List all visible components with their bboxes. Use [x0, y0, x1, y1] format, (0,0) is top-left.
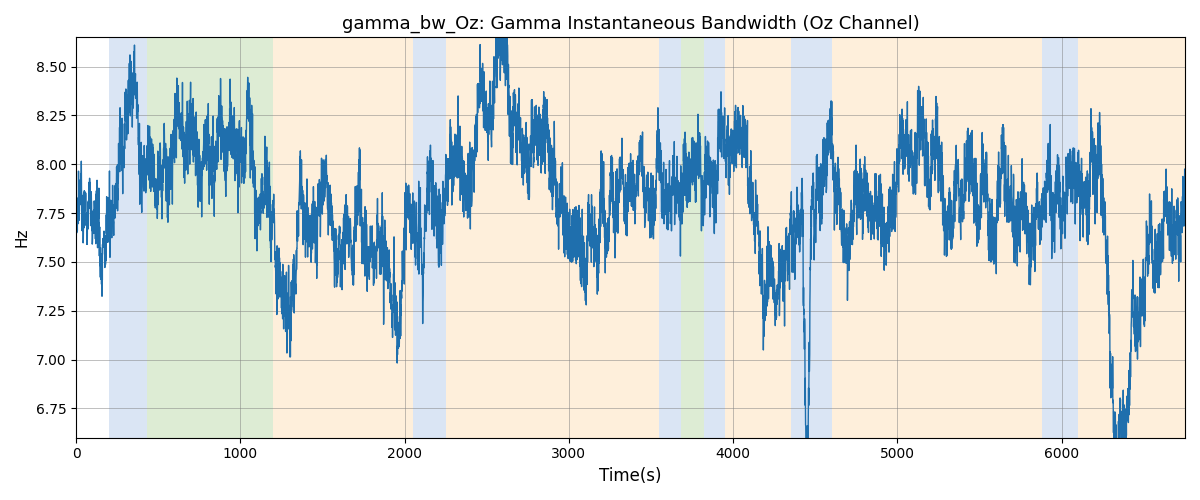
Bar — [703, 38, 725, 438]
Bar — [725, 38, 791, 438]
X-axis label: Time(s): Time(s) — [599, 467, 661, 485]
Bar — [1079, 38, 1184, 438]
Title: gamma_bw_Oz: Gamma Instantaneous Bandwidth (Oz Channel): gamma_bw_Oz: Gamma Instantaneous Bandwid… — [342, 15, 919, 34]
Bar — [274, 38, 413, 438]
Bar — [680, 38, 703, 438]
Bar — [109, 38, 146, 438]
Bar — [1042, 38, 1079, 438]
Bar — [659, 38, 680, 438]
Bar — [146, 38, 274, 438]
Y-axis label: Hz: Hz — [14, 228, 30, 248]
Bar — [832, 38, 1042, 438]
Bar — [791, 38, 832, 438]
Bar — [413, 38, 445, 438]
Bar — [445, 38, 659, 438]
